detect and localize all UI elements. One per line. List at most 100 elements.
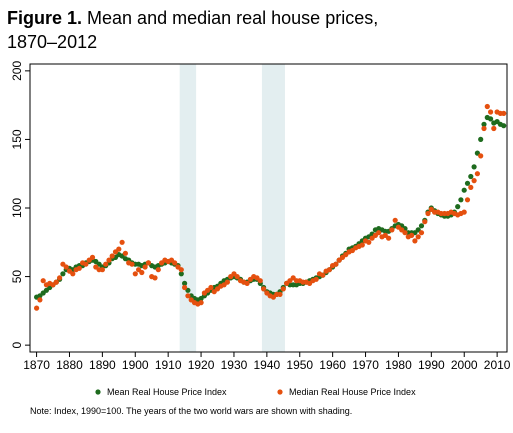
series-2-point [172, 260, 178, 266]
series-2-point [152, 275, 158, 281]
series-2-point [70, 271, 76, 277]
series-1-point [478, 136, 484, 142]
series-2-point [103, 261, 109, 267]
chart-note: Note: Index, 1990=100. The years of the … [30, 406, 353, 416]
series-2-point [261, 286, 267, 292]
series-2-point [313, 276, 319, 282]
series-2-point [471, 178, 477, 184]
x-tick-label: 1870 [23, 358, 50, 372]
series-2-point [277, 291, 283, 297]
series-2-point [139, 269, 145, 276]
series-2-point [53, 279, 59, 285]
series-1-point [455, 204, 461, 210]
series-1-point [178, 271, 184, 277]
x-tick-label: 1950 [286, 358, 313, 372]
series-2-point [333, 261, 339, 267]
y-tick-label: 100 [10, 198, 24, 218]
title-line-1: Mean and median real house prices, [87, 8, 379, 28]
series-2-point [37, 297, 43, 303]
x-tick-label: 1900 [122, 358, 149, 372]
series-1-point [461, 187, 467, 193]
series-2-point [234, 274, 240, 280]
series-1-point [182, 280, 188, 286]
series-2-point [392, 217, 398, 223]
series-2-point [409, 232, 415, 238]
series-2-point [501, 110, 507, 116]
series-2-point [185, 293, 191, 299]
series-2-point [142, 264, 148, 270]
series-2-point [484, 103, 490, 110]
x-tick-label: 1910 [155, 358, 182, 372]
x-tick-label: 1890 [89, 358, 116, 372]
data-points-layer [34, 103, 507, 311]
series-2-point [83, 261, 89, 267]
series-2-point [145, 260, 151, 266]
series-2-point [178, 267, 184, 273]
x-tick-label: 1970 [352, 358, 379, 372]
x-tick-label: 1940 [254, 358, 281, 372]
x-tick-label: 1920 [188, 358, 215, 372]
series-2-point [326, 267, 332, 273]
legend-label-2: Median Real House Price Index [289, 387, 416, 397]
y-tick-label: 50 [10, 270, 24, 284]
series-2-point [155, 267, 161, 273]
x-tick-label: 1930 [221, 358, 248, 372]
series-1-point [60, 271, 66, 277]
series-1-point [418, 223, 425, 229]
series-2-point [89, 254, 96, 260]
series-2-point [464, 197, 471, 203]
series-2-point [63, 264, 69, 270]
series-2-point [257, 278, 263, 284]
series-2-point [402, 230, 408, 236]
axis-layer: 1870 1880 1890 1900 1910 1920 1930 1940 1950 1960… [10, 61, 511, 372]
legend-marker-2 [277, 389, 283, 395]
chart-title: Figure 1. Mean and median real house pri… [7, 6, 507, 54]
war-shading-1 [261, 64, 285, 352]
series-2-point [198, 300, 204, 306]
series-2-point [468, 184, 474, 190]
series-2-point [116, 246, 122, 252]
series-1-point [468, 173, 474, 180]
series-2-point [481, 125, 487, 132]
series-2-point [99, 267, 105, 273]
series-2-point [491, 125, 497, 132]
x-tick-label: 1960 [319, 358, 346, 372]
war-shading-layer [179, 64, 285, 352]
series-2-point [76, 265, 82, 271]
series-1-point [471, 164, 477, 170]
series-2-point [122, 250, 128, 256]
series-2-point [412, 238, 418, 244]
y-tick-label: 200 [10, 61, 24, 81]
series-2-point [34, 305, 40, 311]
series-2-point [418, 230, 425, 236]
series-2-point [320, 272, 326, 278]
series-2-point [208, 284, 214, 291]
x-tick-label: 1880 [56, 358, 83, 372]
series-1-point [488, 116, 494, 122]
y-tick-label: 0 [10, 341, 24, 348]
series-1-point [501, 123, 507, 129]
series-2-point [474, 171, 480, 177]
series-2-point [280, 286, 286, 292]
series-2-point [461, 209, 467, 215]
series-2-point [40, 278, 46, 284]
series-2-point [386, 235, 392, 241]
series-2-point [244, 280, 250, 286]
x-tick-label: 1990 [418, 358, 445, 372]
figure-label: Figure 1. [7, 8, 83, 28]
series-2-point [119, 239, 125, 245]
series-2-point [366, 239, 372, 245]
series-2-point [109, 253, 115, 259]
title-line-2: 1870–2012 [7, 32, 98, 52]
series-2-point [478, 153, 484, 159]
y-tick-label: 150 [10, 129, 24, 149]
war-shading-0 [179, 64, 197, 352]
series-2-point [132, 271, 138, 277]
legend-marker-1 [95, 389, 101, 395]
x-tick-label: 1980 [385, 358, 412, 372]
series-2-point [389, 227, 395, 233]
series-2-point [106, 257, 112, 263]
series-2-point [425, 210, 431, 217]
legend: Mean Real House Price Index Median Real H… [95, 387, 416, 397]
